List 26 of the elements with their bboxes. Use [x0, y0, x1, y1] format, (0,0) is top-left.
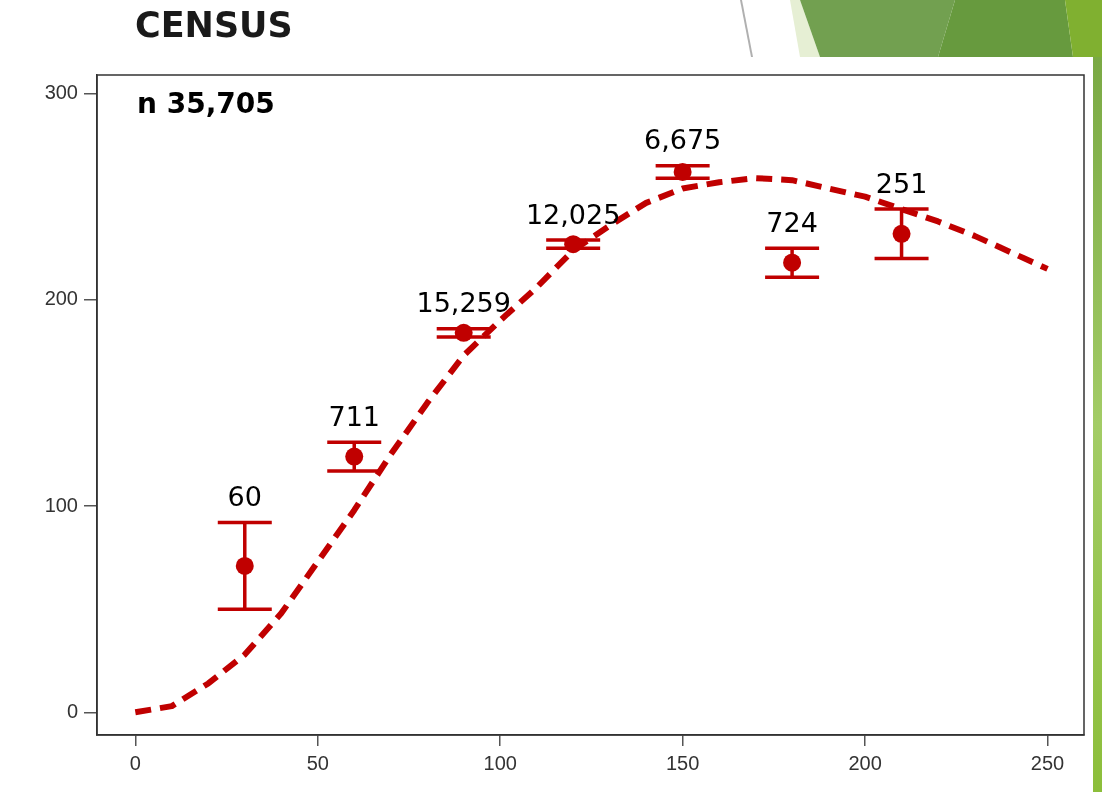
- point: [892, 224, 911, 243]
- annotation: 6,675: [643, 124, 722, 156]
- x-tick-label: 200: [848, 751, 882, 774]
- y-tick-label: 200: [44, 287, 78, 310]
- point: [783, 253, 802, 272]
- annotation: 12,025: [525, 198, 621, 230]
- point: [345, 447, 364, 466]
- annotation: 251: [875, 167, 928, 199]
- x-tick-label: 0: [129, 751, 141, 774]
- x-tick-label: 250: [1030, 751, 1065, 774]
- x-tick-label: 50: [306, 751, 329, 774]
- annotation: 711: [328, 400, 381, 432]
- y-tick-label: 0: [66, 699, 78, 722]
- annotation: 60: [227, 481, 262, 513]
- point: [235, 556, 254, 575]
- point: [564, 235, 583, 254]
- annotation: 724: [766, 206, 818, 238]
- point: [673, 162, 692, 181]
- y-tick-label: 100: [44, 493, 78, 516]
- chart-title: CENSUS: [135, 5, 293, 45]
- y-tick-label: 300: [44, 81, 78, 104]
- annotation: n 35,705: [137, 87, 275, 121]
- x-tick-label: 100: [483, 751, 517, 774]
- x-tick-label: 150: [665, 751, 700, 774]
- annotation: 15,259: [416, 287, 511, 319]
- point: [454, 323, 473, 342]
